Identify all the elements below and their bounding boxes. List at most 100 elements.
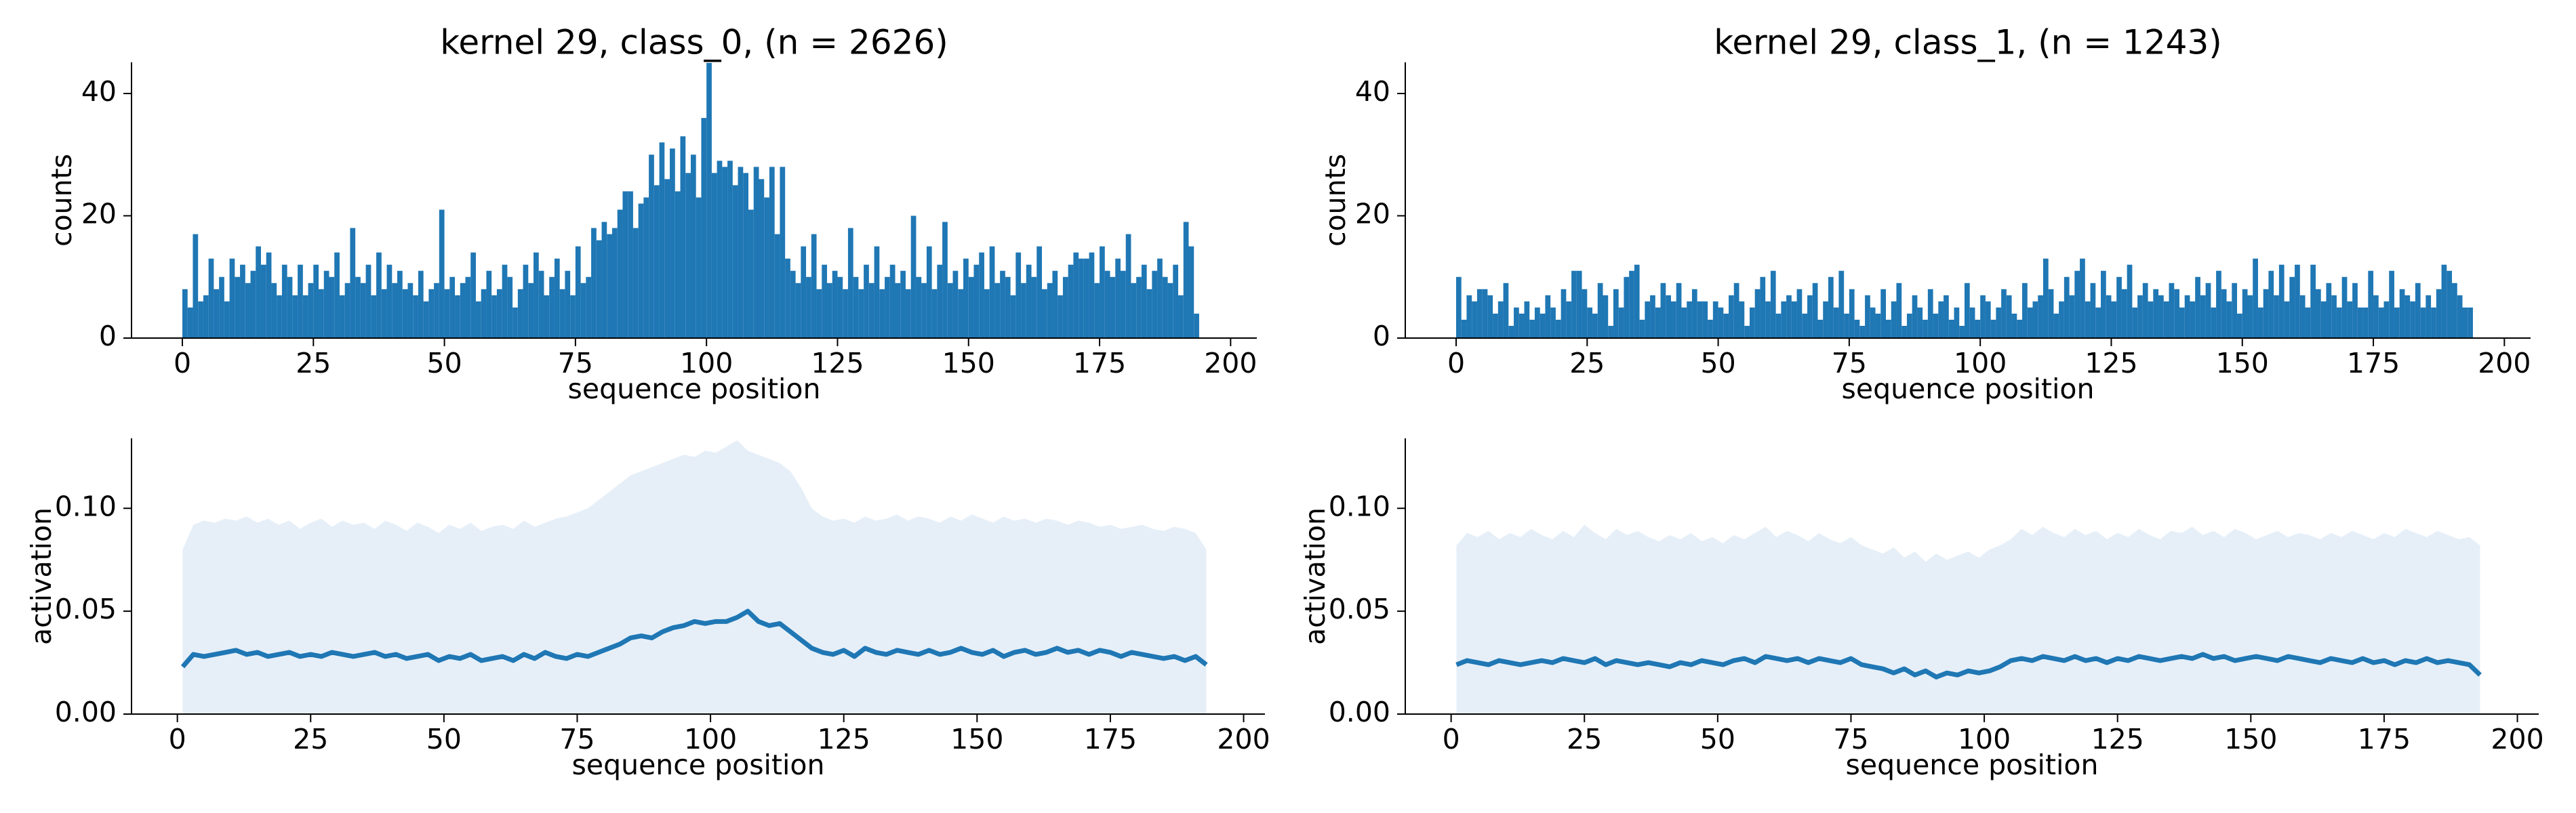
- x-axis-label: sequence position: [567, 373, 820, 405]
- x-tick-label: 50: [1700, 723, 1735, 755]
- x-tick-label: 0: [169, 723, 186, 755]
- bar: [2158, 295, 2164, 338]
- bar: [1859, 325, 1866, 338]
- bar: [1561, 289, 1567, 338]
- bar: [1912, 295, 1918, 338]
- bar: [491, 295, 497, 338]
- bar: [2132, 307, 2138, 338]
- x-tick-label: 175: [2347, 347, 2400, 379]
- y-tick-label: 0.10: [1329, 490, 1390, 522]
- bar: [502, 264, 508, 338]
- bar: [302, 295, 308, 338]
- bar: [1188, 246, 1194, 338]
- bar: [1455, 276, 1462, 338]
- bar: [1539, 313, 1546, 338]
- bar: [596, 240, 602, 338]
- y-tick-label: 0.05: [1329, 593, 1390, 625]
- bar: [2404, 295, 2411, 338]
- bar: [2299, 295, 2306, 338]
- x-tick-label: 125: [818, 723, 870, 755]
- y-tick-label: 20: [1355, 198, 1390, 230]
- bar: [806, 276, 811, 338]
- bar: [1708, 319, 1713, 338]
- bar: [2468, 307, 2473, 338]
- bar: [748, 209, 754, 338]
- bar: [292, 295, 298, 338]
- bar: [1472, 301, 1477, 338]
- bar: [811, 234, 817, 338]
- bar: [2447, 270, 2453, 338]
- chart-title: kernel 29, class_0, (n = 2626): [440, 23, 948, 62]
- bar: [182, 289, 188, 338]
- bar: [1760, 276, 1766, 338]
- bar: [1487, 295, 1493, 338]
- bar: [1754, 289, 1760, 338]
- x-tick-label: 25: [1567, 723, 1602, 755]
- bar: [1068, 264, 1074, 338]
- bar: [2064, 276, 2070, 338]
- bar: [565, 270, 571, 338]
- bar: [979, 252, 984, 338]
- bar: [2195, 276, 2200, 338]
- bar: [701, 118, 707, 338]
- bar: [1608, 325, 1613, 338]
- bar: [323, 270, 329, 338]
- bar: [319, 289, 324, 338]
- bar: [1739, 301, 1745, 338]
- bar: [538, 270, 544, 338]
- bar: [2383, 301, 2390, 338]
- y-tick-label: 0.00: [55, 696, 117, 728]
- bar: [371, 295, 377, 338]
- bar: [1624, 276, 1630, 338]
- bar: [895, 283, 901, 338]
- bar: [2320, 301, 2327, 338]
- bar: [2142, 283, 2148, 338]
- y-tick-label: 20: [81, 198, 117, 230]
- bar: [2295, 264, 2300, 338]
- x-tick-label: 175: [2358, 723, 2411, 755]
- bar: [675, 191, 681, 338]
- bar: [344, 283, 350, 338]
- bar: [1702, 301, 1708, 338]
- bar: [1854, 319, 1860, 338]
- bar: [413, 295, 418, 338]
- bar: [486, 270, 492, 338]
- bar: [2106, 295, 2112, 338]
- bar: [2006, 295, 2012, 338]
- bar: [1927, 289, 1933, 338]
- bar: [1969, 307, 1975, 338]
- bar: [219, 276, 224, 338]
- bar: [2253, 258, 2258, 338]
- bar: [1807, 295, 1813, 338]
- x-tick-label: 0: [1447, 347, 1465, 379]
- bar: [994, 283, 1001, 338]
- bar: [2436, 289, 2442, 338]
- bar: [423, 301, 429, 338]
- x-tick-label: 50: [426, 347, 462, 379]
- bar: [2074, 270, 2080, 338]
- bar: [2415, 283, 2421, 338]
- bar: [1047, 283, 1053, 338]
- bar: [847, 228, 853, 338]
- bar: [1518, 313, 1525, 338]
- bar: [2362, 307, 2369, 338]
- bar: [2315, 289, 2321, 338]
- bar: [653, 185, 660, 338]
- bar: [277, 295, 282, 338]
- bar: [743, 173, 749, 338]
- bar: [984, 289, 990, 338]
- bar: [1833, 307, 1839, 338]
- bar: [1582, 289, 1588, 338]
- bar: [2257, 307, 2263, 338]
- bar: [670, 148, 675, 338]
- bar: [1975, 319, 1981, 338]
- x-tick-label: 150: [2224, 723, 2277, 755]
- bar: [2237, 313, 2242, 338]
- bar: [339, 295, 345, 338]
- bar: [722, 167, 728, 338]
- bar: [769, 167, 775, 338]
- bar: [1817, 319, 1824, 338]
- bar: [1980, 295, 1986, 338]
- bar: [1618, 307, 1624, 338]
